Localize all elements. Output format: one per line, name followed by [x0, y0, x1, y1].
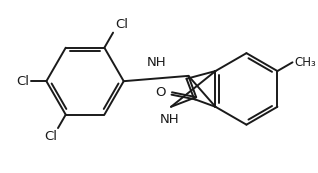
Text: Cl: Cl [44, 130, 57, 143]
Text: Cl: Cl [16, 75, 29, 88]
Text: O: O [156, 86, 166, 99]
Text: NH: NH [146, 56, 166, 69]
Text: NH: NH [159, 113, 179, 126]
Text: CH₃: CH₃ [294, 56, 316, 69]
Text: Cl: Cl [115, 18, 128, 31]
